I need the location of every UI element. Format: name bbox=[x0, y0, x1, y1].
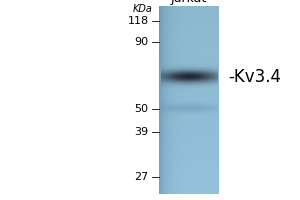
Text: 27: 27 bbox=[134, 172, 148, 182]
Text: -Kv3.4: -Kv3.4 bbox=[228, 68, 281, 86]
Text: 39: 39 bbox=[134, 127, 148, 137]
Text: 118: 118 bbox=[128, 16, 148, 26]
Text: 50: 50 bbox=[134, 104, 148, 114]
Text: 90: 90 bbox=[134, 37, 148, 47]
Text: KDa: KDa bbox=[133, 4, 153, 14]
Text: Jurkat: Jurkat bbox=[171, 0, 207, 5]
